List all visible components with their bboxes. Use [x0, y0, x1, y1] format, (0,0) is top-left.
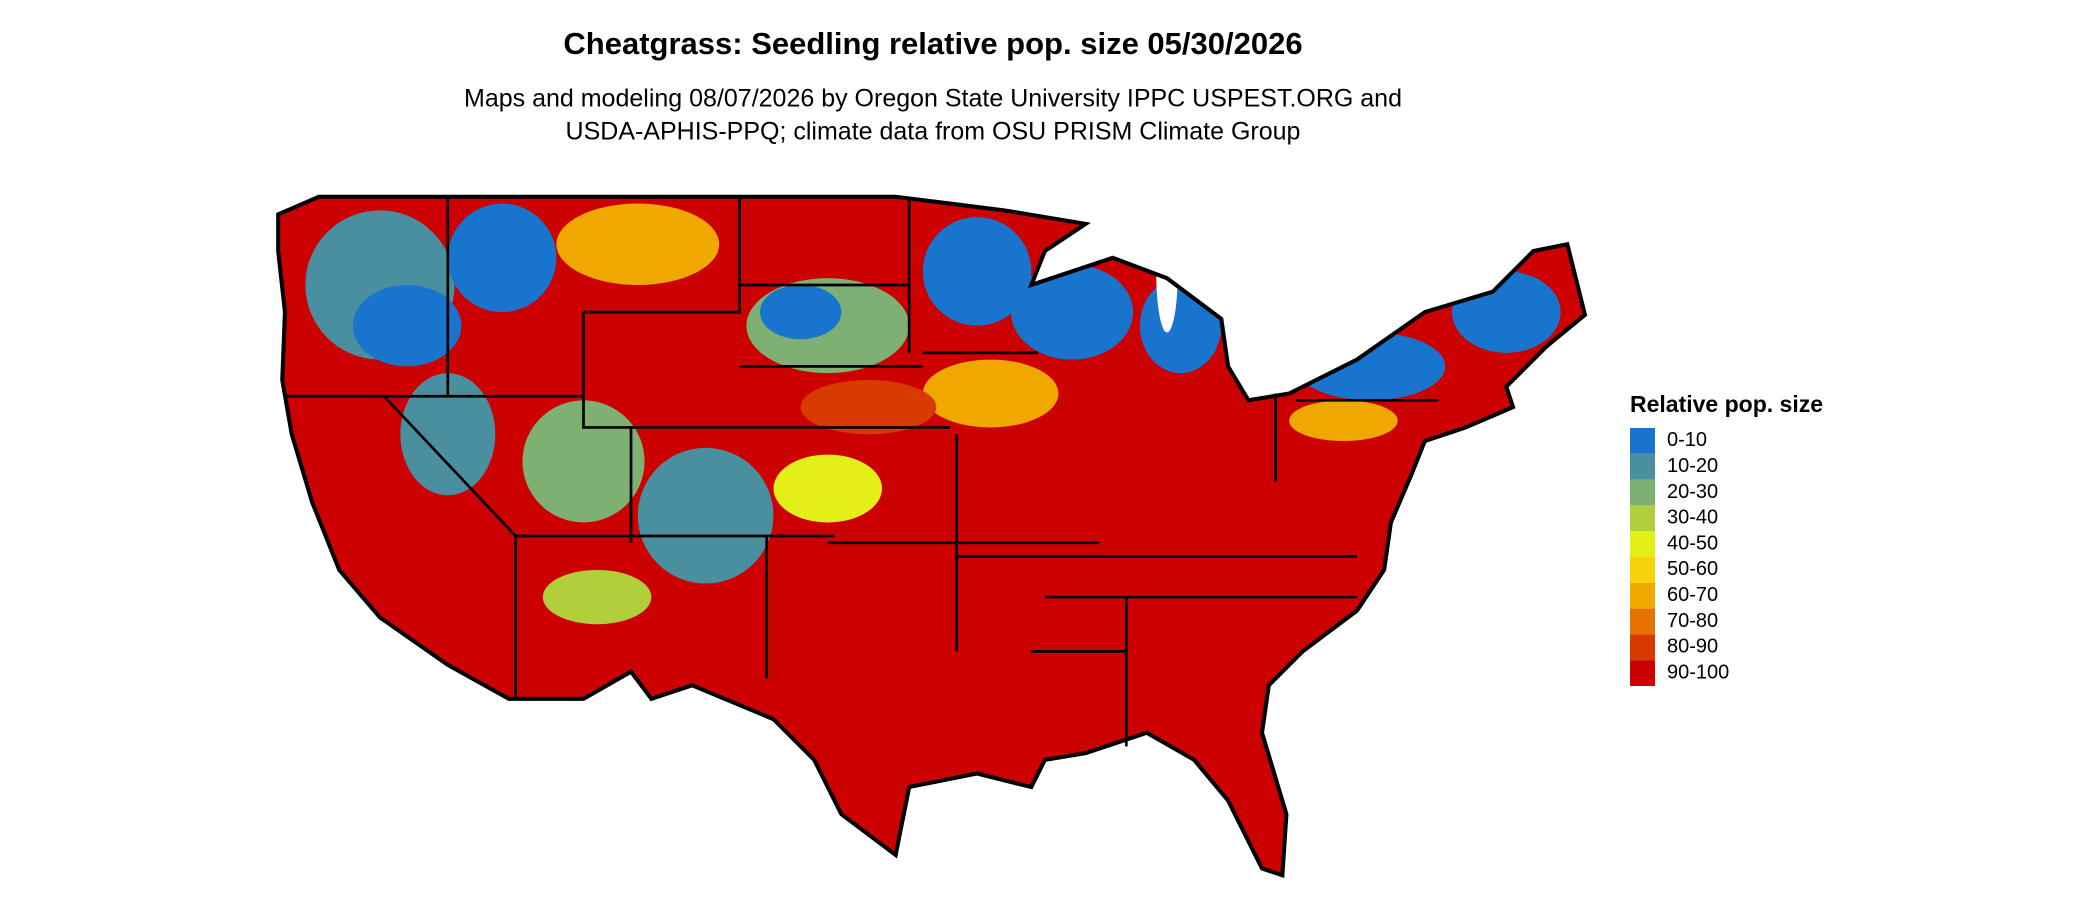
state-borders — [284, 196, 1439, 747]
legend-label: 60-70 — [1667, 584, 1718, 606]
legend-label: 0-10 — [1667, 429, 1707, 451]
map-subtitle: Maps and modeling 08/07/2026 by Oregon S… — [464, 85, 1402, 113]
legend-label: 30-40 — [1667, 507, 1718, 529]
legend: 0-10 10-20 20-30 30-40 40-50 50-60 60-70 70-80 8… — [1630, 428, 1729, 686]
legend-swatch — [1630, 453, 1655, 480]
legend-swatch — [1630, 428, 1655, 454]
legend-swatch — [1630, 634, 1655, 661]
legend-label: 20-30 — [1667, 481, 1718, 503]
country-border — [276, 194, 1588, 879]
legend-swatch — [1630, 582, 1655, 609]
region — [1451, 271, 1561, 353]
region — [1010, 264, 1134, 360]
legend-label: 40-50 — [1667, 532, 1718, 554]
legend-swatch — [1630, 608, 1655, 635]
region — [773, 454, 883, 523]
region — [800, 379, 937, 435]
map-subtitle: USDA-APHIS-PPQ; climate data from OSU PR… — [566, 118, 1301, 146]
region — [637, 447, 774, 584]
legend-label: 10-20 — [1667, 455, 1718, 477]
region — [1139, 278, 1222, 374]
region — [400, 373, 496, 496]
map-fill — [278, 196, 1585, 876]
legend-title: Relative pop. size — [1630, 391, 1823, 417]
region — [1295, 332, 1446, 401]
legend-swatch — [1630, 660, 1655, 686]
region — [759, 284, 842, 340]
region — [447, 203, 557, 313]
legend-swatch — [1630, 505, 1655, 532]
region — [922, 217, 1032, 326]
legend-swatch — [1630, 557, 1655, 583]
region — [1289, 400, 1398, 442]
lake — [1156, 210, 1178, 333]
legend-swatch — [1630, 531, 1655, 557]
map-title: Cheatgrass: Seedling relative pop. size … — [563, 26, 1302, 61]
region — [352, 284, 462, 367]
legend-label: 70-80 — [1667, 610, 1718, 632]
legend-label: 80-90 — [1667, 636, 1718, 658]
region — [542, 569, 652, 625]
region — [556, 203, 720, 285]
legend-label: 90-100 — [1667, 661, 1729, 683]
legend-label: 50-60 — [1667, 558, 1718, 580]
us-map — [276, 194, 1588, 879]
region — [922, 359, 1059, 428]
region — [522, 400, 645, 523]
legend-swatch — [1630, 479, 1655, 506]
